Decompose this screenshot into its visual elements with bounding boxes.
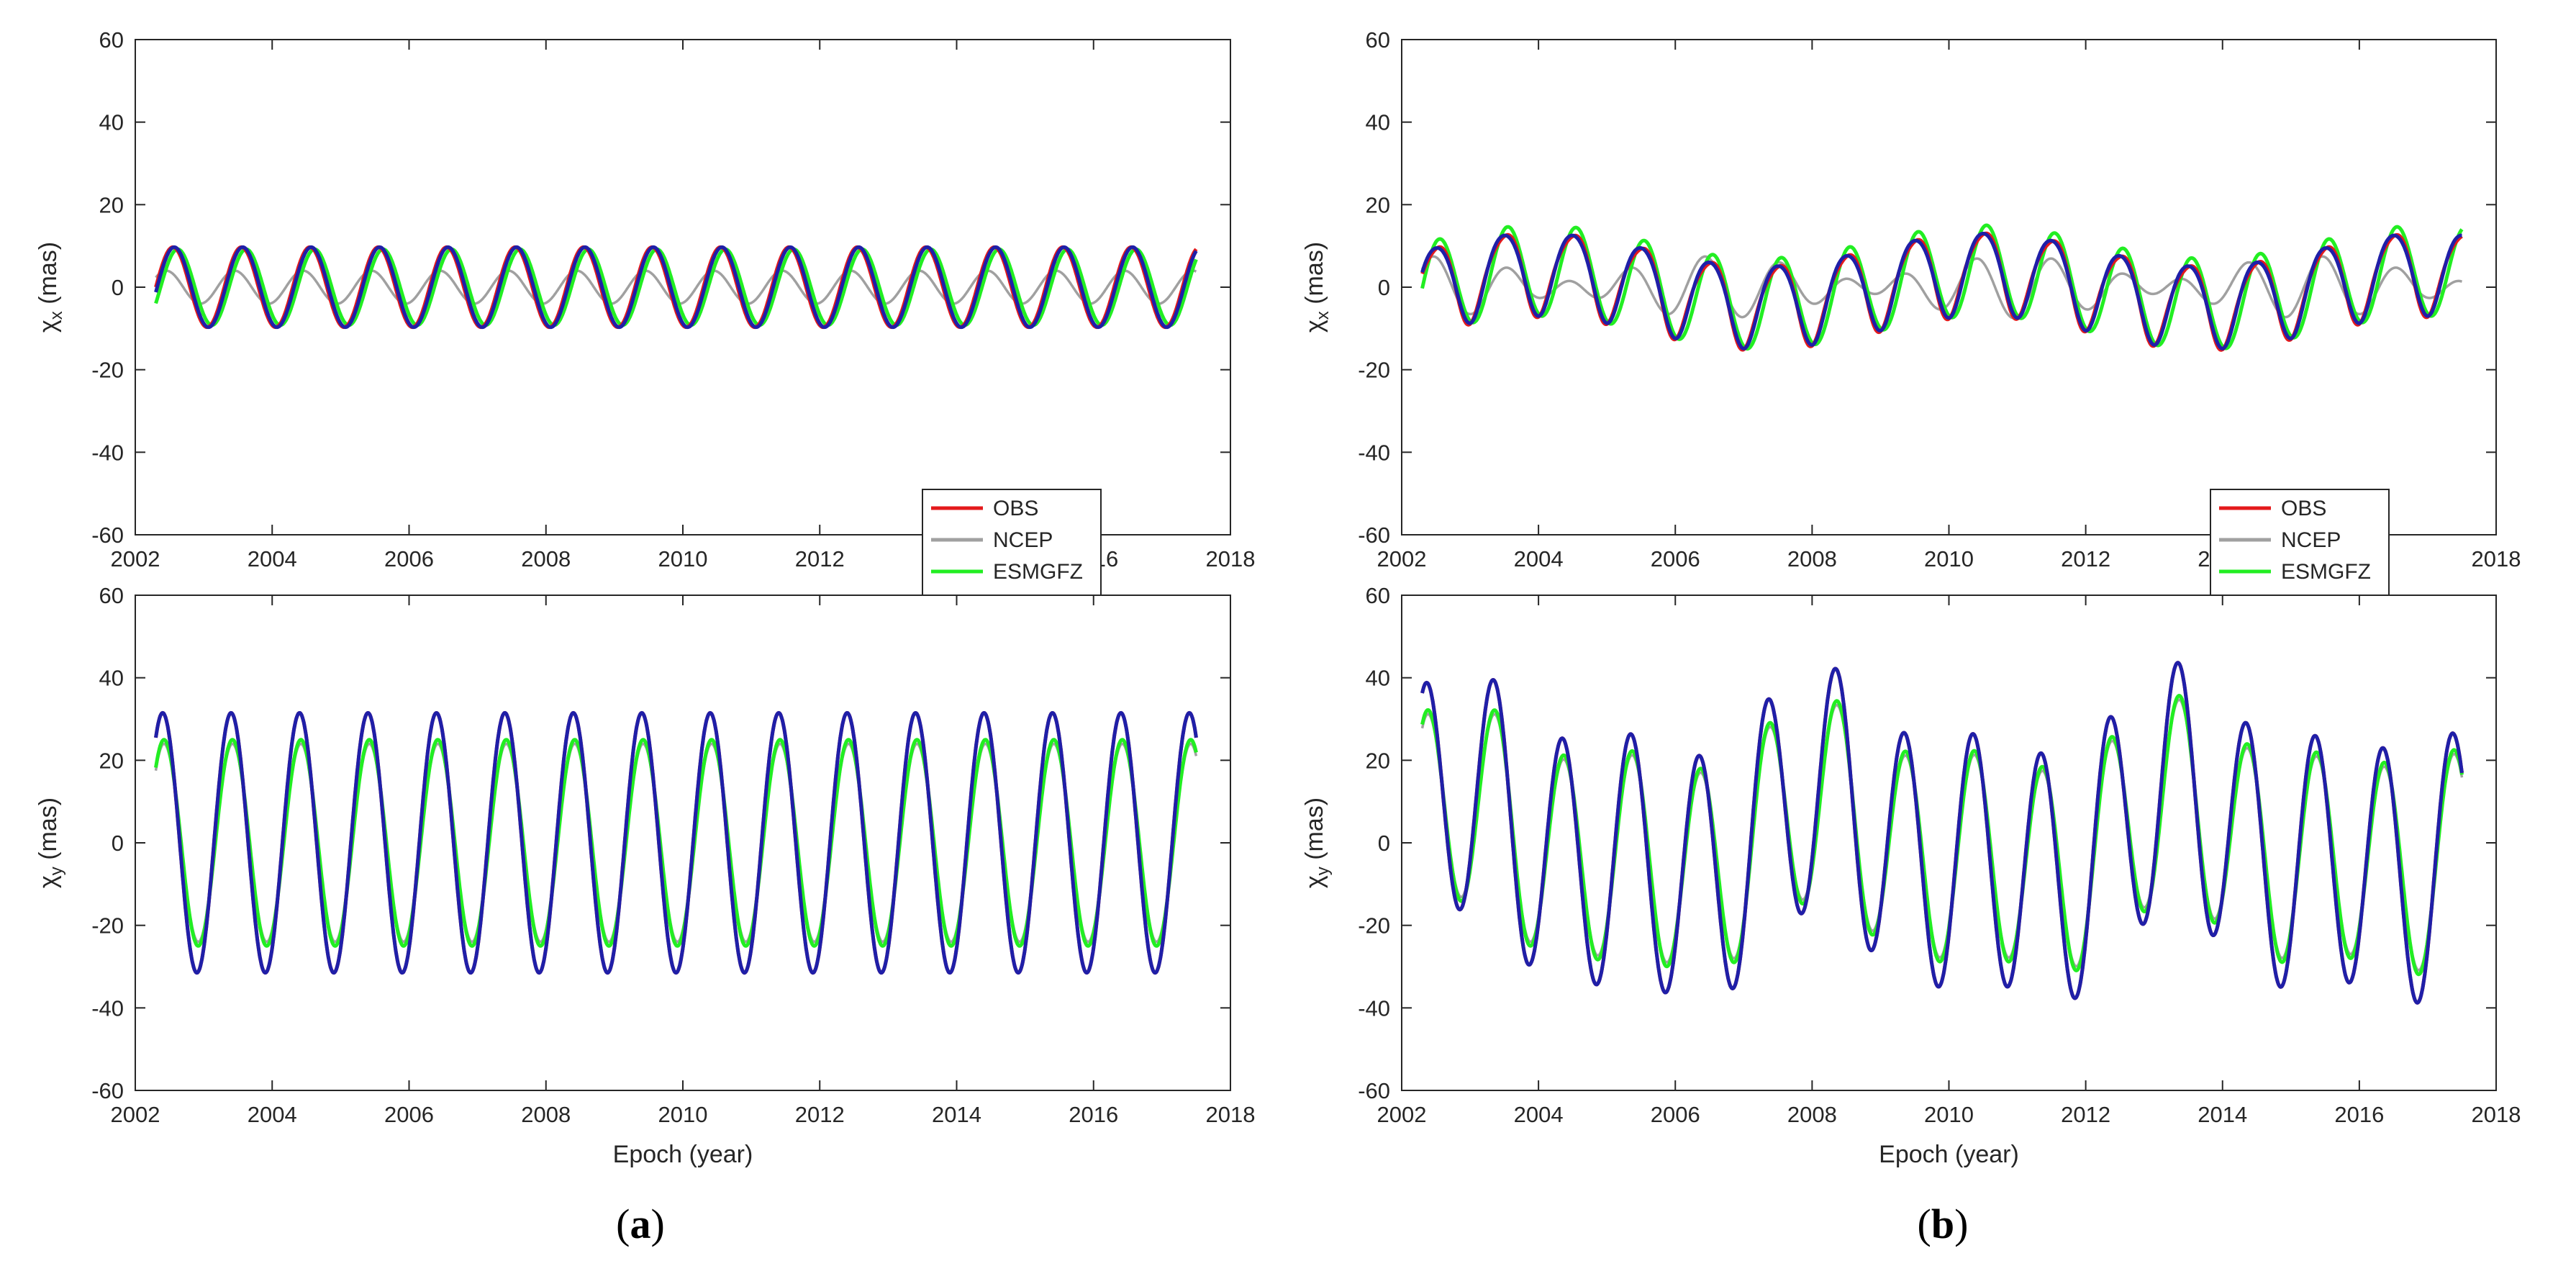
- y-tick-label: 40: [1366, 666, 1390, 691]
- x-tick-label: 2010: [1924, 1102, 1974, 1127]
- y-tick-label: 40: [1366, 110, 1390, 135]
- y-tick-label: -60: [91, 1078, 124, 1103]
- y-tick-label: 20: [1366, 748, 1390, 773]
- y-tick-label: -40: [1358, 440, 1390, 465]
- y-tick-label: -60: [91, 523, 124, 548]
- y-axis-label: χx (mas): [1301, 242, 1333, 333]
- series-line-esmgfz: [154, 247, 1198, 327]
- x-tick-label: 2008: [521, 546, 571, 571]
- y-tick-label: 20: [99, 192, 124, 217]
- x-tick-label: 2002: [111, 546, 160, 571]
- legend-label-obs: OBS: [2281, 497, 2326, 520]
- plot-frame: [135, 39, 1231, 535]
- x-tick-label: 2016: [2334, 1102, 2384, 1127]
- y-tick-label: 60: [1366, 27, 1390, 53]
- x-tick-label: 2006: [384, 1102, 434, 1127]
- x-tick-label: 2008: [1787, 1102, 1837, 1127]
- x-tick-label: 2018: [1206, 546, 1256, 571]
- y-tick-label: 0: [112, 831, 124, 856]
- chart-a-top: 200220042006200820102012201420162018-60-…: [35, 27, 1256, 623]
- x-tick-label: 2006: [1651, 546, 1700, 571]
- y-tick-label: -60: [1358, 523, 1390, 548]
- x-tick-label: 2014: [932, 1102, 981, 1127]
- y-axis-label: χy (mas): [1301, 797, 1333, 888]
- x-axis-label: Epoch (year): [613, 1141, 753, 1168]
- x-tick-label: 2012: [2061, 546, 2110, 571]
- y-tick-label: 60: [1366, 583, 1390, 608]
- y-tick-label: 0: [1378, 831, 1390, 856]
- series-line-esmgfz: [1420, 223, 2464, 351]
- x-tick-label: 2012: [795, 1102, 845, 1127]
- x-tick-label: 2006: [1651, 1102, 1700, 1127]
- y-tick-label: 20: [1366, 192, 1390, 217]
- y-tick-label: -20: [1358, 358, 1390, 383]
- x-tick-label: 2008: [1787, 546, 1837, 571]
- x-tick-label: 2004: [1514, 1102, 1564, 1127]
- x-tick-label: 2010: [1924, 546, 1974, 571]
- series-line-esmgfz: [154, 738, 1198, 948]
- x-tick-label: 2014: [2198, 1102, 2247, 1127]
- x-tick-label: 2004: [248, 546, 297, 571]
- plot-frame: [1401, 39, 2497, 535]
- y-tick-label: 60: [99, 583, 124, 608]
- x-tick-label: 2012: [2061, 1102, 2110, 1127]
- y-tick-label: 40: [99, 110, 124, 135]
- x-tick-label: 2010: [658, 1102, 708, 1127]
- x-tick-label: 2004: [1514, 546, 1564, 571]
- chart-b-top: 200220042006200820102012201420162018-60-…: [1301, 27, 2521, 623]
- y-axis-label: χx (mas): [35, 242, 66, 333]
- x-tick-label: 2018: [1206, 1102, 1256, 1127]
- x-tick-label: 2018: [2472, 546, 2521, 571]
- y-tick-label: -20: [91, 358, 124, 383]
- chart-b-bottom: 2002 2004 2006 2008 2010 2012 2014 2016 2018 -60 -…: [1301, 583, 2521, 1168]
- x-tick-label: 2006: [384, 546, 434, 571]
- y-tick-label: -40: [1358, 995, 1390, 1021]
- series-line-ldcgam: [154, 245, 1198, 330]
- x-tick-label: 2002: [1377, 546, 1427, 571]
- panels-layer: 2002 2004 2006 2008 2010 2012 2014 2016 2018 -60 -…: [35, 27, 2521, 1168]
- plot-frame: [1401, 595, 2497, 1091]
- y-tick-label: 60: [99, 27, 124, 53]
- series-line-ldcgam: [1420, 232, 2463, 351]
- legend-label-esmgfz: ESMGFZ: [993, 560, 1083, 584]
- legend-label-ncep: NCEP: [993, 528, 1053, 552]
- x-tick-label: 2002: [111, 1102, 160, 1127]
- y-tick-label: -40: [91, 995, 124, 1021]
- legend-label-obs: OBS: [993, 497, 1038, 520]
- x-tick-label: 2002: [1377, 1102, 1427, 1127]
- y-tick-label: -20: [91, 913, 124, 939]
- x-tick-label: 2016: [1069, 1102, 1118, 1127]
- y-tick-label: 20: [99, 748, 124, 773]
- y-axis-label: χy (mas): [35, 797, 66, 888]
- series-line-ldcgam: [154, 710, 1198, 975]
- y-tick-label: 40: [99, 666, 124, 691]
- legend-label-esmgfz: ESMGFZ: [2281, 560, 2371, 584]
- x-tick-label: 2018: [2472, 1102, 2521, 1127]
- x-tick-label: 2008: [521, 1102, 571, 1127]
- x-axis-label: Epoch (year): [1879, 1141, 2019, 1168]
- chart-a-bottom: 2002 2004 2006 2008 2010 2012 2014 2016 2018 -60 -…: [35, 583, 1255, 1168]
- caption-b: (b): [1918, 1201, 1969, 1247]
- y-tick-label: 0: [112, 275, 124, 300]
- y-tick-label: 0: [1378, 275, 1390, 300]
- caption-a: (a): [616, 1201, 665, 1247]
- x-tick-label: 2004: [248, 1102, 297, 1127]
- x-tick-label: 2012: [795, 546, 845, 571]
- x-tick-label: 2010: [658, 546, 708, 571]
- series-line-ldcgam: [1420, 661, 2464, 1005]
- y-tick-label: -20: [1358, 913, 1390, 939]
- legend-label-ncep: NCEP: [2281, 528, 2341, 552]
- y-tick-label: -40: [91, 440, 124, 465]
- plot-frame: [135, 595, 1231, 1091]
- y-tick-label: -60: [1358, 1078, 1390, 1103]
